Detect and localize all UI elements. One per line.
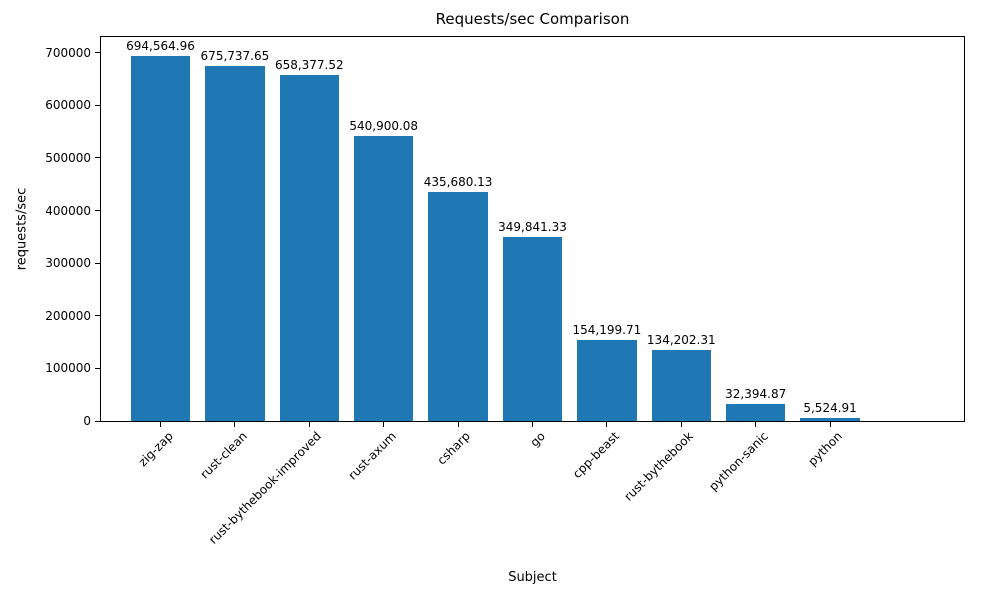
bar-value-label: 675,737.65 bbox=[200, 48, 270, 63]
bar-value-label: 5,524.91 bbox=[803, 401, 857, 416]
x-tick-mark bbox=[680, 421, 682, 427]
y-tick-mark bbox=[95, 210, 101, 212]
x-tick-label: python bbox=[805, 429, 845, 469]
bar-zig-zap bbox=[130, 55, 191, 421]
x-tick-mark bbox=[755, 421, 757, 427]
y-tick-label: 200000 bbox=[45, 308, 91, 323]
y-tick-mark bbox=[95, 104, 101, 106]
y-tick-label: 100000 bbox=[45, 361, 91, 376]
y-tick-mark bbox=[95, 157, 101, 159]
bar-value-label: 32,394.87 bbox=[725, 386, 787, 401]
y-tick-mark bbox=[95, 262, 101, 264]
y-tick-mark bbox=[95, 52, 101, 54]
bar-cpp-beast bbox=[577, 339, 637, 421]
x-tick-label: zig-zap bbox=[135, 429, 176, 470]
y-tick-mark bbox=[95, 367, 101, 369]
x-tick-mark bbox=[383, 421, 385, 427]
bar-rust-axum bbox=[353, 136, 414, 421]
x-tick-mark bbox=[457, 421, 459, 427]
x-tick-label: python-sanic bbox=[705, 429, 771, 494]
bar-value-label: 658,377.52 bbox=[274, 57, 344, 72]
bar-go bbox=[502, 236, 563, 421]
x-tick-mark bbox=[606, 421, 608, 427]
x-axis-label: Subject bbox=[508, 570, 557, 585]
bar-value-label: 154,199.71 bbox=[572, 322, 642, 337]
x-tick-label: rust-axum bbox=[345, 429, 399, 483]
x-tick-mark bbox=[829, 421, 831, 427]
x-tick-label: csharp bbox=[434, 429, 473, 468]
x-tick-mark bbox=[532, 421, 533, 427]
x-tick-label: rust-clean bbox=[197, 429, 250, 482]
y-tick-label: 600000 bbox=[45, 98, 91, 113]
y-tick-label: 300000 bbox=[45, 256, 91, 271]
bar-rust-bythebook bbox=[651, 350, 712, 421]
bar-python-sanic bbox=[725, 403, 786, 421]
x-tick-mark bbox=[160, 421, 162, 427]
x-tick-mark bbox=[308, 421, 310, 427]
bar-python bbox=[800, 418, 860, 421]
bar-rust-bythebook-improved bbox=[279, 74, 340, 421]
bar-csharp bbox=[428, 191, 488, 421]
y-tick-label: 0 bbox=[83, 414, 91, 428]
bar-rust-clean bbox=[205, 65, 265, 421]
x-tick-label: rust-bythebook bbox=[621, 429, 697, 504]
y-tick-mark bbox=[95, 420, 101, 422]
y-tick-label: 400000 bbox=[45, 203, 91, 218]
bar-value-label: 134,202.31 bbox=[646, 333, 716, 348]
y-tick-mark bbox=[95, 315, 101, 317]
x-tick-label: go bbox=[526, 429, 548, 450]
bar-value-label: 694,564.96 bbox=[126, 38, 195, 53]
bar-value-label: 435,680.13 bbox=[423, 174, 493, 189]
x-tick-label: rust-bythebook-improved bbox=[206, 429, 325, 547]
chart-title: Requests/sec Comparison bbox=[435, 10, 630, 28]
bar-value-label: 349,841.33 bbox=[498, 219, 567, 234]
x-tick-mark bbox=[234, 421, 236, 427]
bar-value-label: 540,900.08 bbox=[349, 119, 419, 134]
y-axis-label: requests/sec bbox=[14, 187, 30, 271]
x-tick-label: cpp-beast bbox=[569, 429, 622, 481]
y-tick-label: 500000 bbox=[45, 150, 91, 165]
y-tick-label: 700000 bbox=[45, 45, 91, 60]
plot-area: 0 100000 200000 300000 400000 500000 600000 700… bbox=[45, 36, 965, 547]
